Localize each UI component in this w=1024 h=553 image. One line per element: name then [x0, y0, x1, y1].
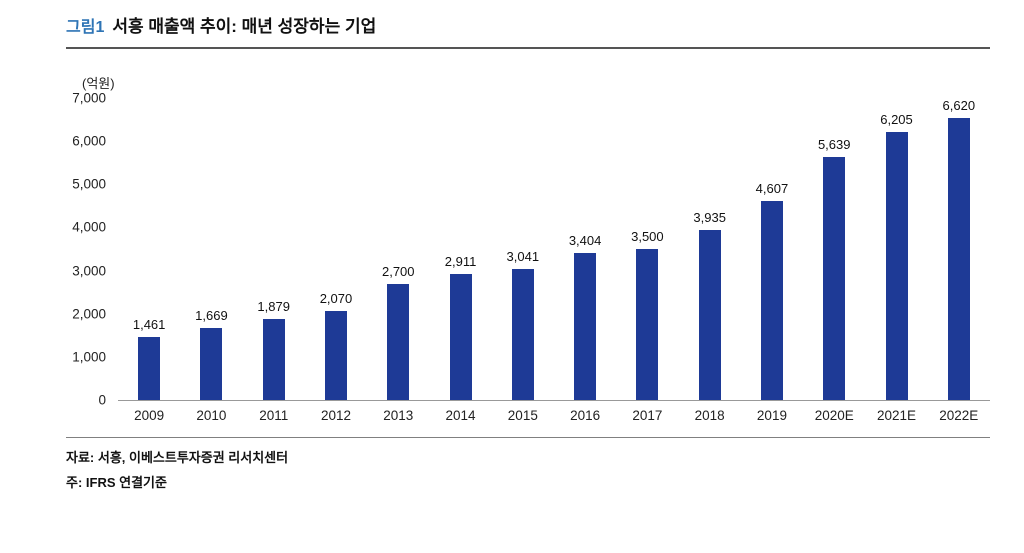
x-tick-label: 2022E	[939, 408, 979, 423]
figure-label: 그림1	[66, 19, 105, 36]
y-tick-label: 1,000	[72, 349, 106, 365]
y-tick-label: 7,000	[72, 90, 106, 106]
bar-value-label: 2,070	[319, 290, 353, 306]
bar-group: 1,669	[180, 98, 242, 400]
bar-value-label: 1,879	[257, 298, 290, 314]
bar-value-label: 6,205	[880, 112, 913, 128]
bar-group: 3,404	[554, 98, 616, 400]
bar-group: 2,700	[367, 98, 429, 400]
x-tick-label: 2016	[570, 408, 601, 423]
y-axis-unit-label: (억원)	[82, 76, 115, 91]
y-tick-label: 0	[98, 392, 106, 408]
bar-group: 1,879	[243, 98, 305, 400]
x-tick-label: 2012	[320, 408, 351, 423]
bar-group: 3,500	[616, 98, 678, 400]
bar-value-label: 3,404	[568, 233, 602, 249]
bar-group: 6,620	[928, 98, 990, 400]
bar-group: 3,935	[679, 98, 741, 400]
bar	[760, 201, 783, 400]
x-tick-label: 2020E	[814, 408, 854, 423]
bar	[138, 336, 161, 400]
bar-value-label: 6,620	[942, 98, 976, 113]
x-tick-label: 2009	[134, 408, 165, 423]
x-tick-label: 2011	[259, 408, 289, 423]
bar-group: 2,911	[429, 98, 491, 400]
bar-group: 4,607	[741, 98, 803, 400]
figure-footer: 자료: 서흥, 이베스트투자증권 리서치센터 주: IFRS 연결기준	[66, 437, 990, 553]
bar-value-label: 5,639	[817, 136, 851, 152]
y-tick-label: 3,000	[72, 263, 106, 279]
bar-chart: 0 1,000 2,000 3,000 4,000 5,000 6,000 7,000 1,4…	[66, 91, 990, 408]
bar	[636, 249, 659, 400]
y-tick-label: 5,000	[72, 176, 106, 192]
bar-value-label: 2,700	[381, 263, 415, 279]
y-tick-label: 4,000	[72, 219, 106, 235]
bar-group: 3,041	[492, 98, 554, 400]
bar	[324, 310, 347, 400]
bar	[823, 156, 846, 400]
bar	[947, 118, 970, 400]
bar	[262, 318, 285, 400]
bar-value-label: 3,041	[506, 248, 540, 264]
x-tick-label: 2015	[507, 408, 538, 423]
bar-group: 5,639	[803, 98, 865, 400]
plot-area: 1,461 1,669 1,879 2,070 2,700 2,911 3,041 3,404…	[118, 98, 990, 401]
figure-title: 서흥 매출액 추이: 매년 성장하는 기업	[112, 17, 377, 36]
bar	[574, 253, 597, 400]
bar-value-label: 1,461	[132, 316, 166, 332]
bar	[200, 328, 223, 400]
bar-value-label: 4,607	[755, 181, 789, 197]
bar-value-label: 2,911	[444, 254, 477, 270]
bar	[511, 268, 534, 400]
x-tick-label: 2019	[756, 408, 787, 423]
bar-group: 2,070	[305, 98, 367, 400]
bar	[387, 283, 410, 400]
bar	[698, 230, 721, 400]
x-tick-label: 2010	[196, 408, 227, 423]
x-tick-label: 2018	[694, 408, 725, 423]
y-axis: 0 1,000 2,000 3,000 4,000 5,000 6,000 7,000	[66, 91, 118, 408]
basis-note: 주: IFRS 연결기준	[66, 475, 167, 490]
y-tick-label: 2,000	[72, 306, 106, 322]
figure-header: 그림1 서흥 매출액 추이: 매년 성장하는 기업	[66, 12, 990, 49]
x-tick-label: 2017	[632, 408, 663, 423]
bar-value-label: 1,669	[195, 308, 228, 323]
bar-group: 1,461	[118, 98, 180, 400]
x-tick-label: 2014	[445, 408, 476, 423]
x-axis: 2009 2010 2011 2012 2013 2014 2015 2016 2017 2018…	[118, 401, 990, 423]
bar	[885, 132, 908, 400]
bar	[449, 274, 472, 400]
x-tick-label: 2013	[383, 408, 414, 423]
x-tick-label: 2021E	[876, 408, 917, 423]
source-note: 자료: 서흥, 이베스트투자증권 리서치센터	[66, 450, 289, 465]
bar-value-label: 3,935	[693, 210, 726, 226]
y-tick-label: 6,000	[72, 133, 106, 149]
bar-value-label: 3,500	[631, 229, 664, 244]
bar-group: 6,205	[865, 98, 927, 400]
